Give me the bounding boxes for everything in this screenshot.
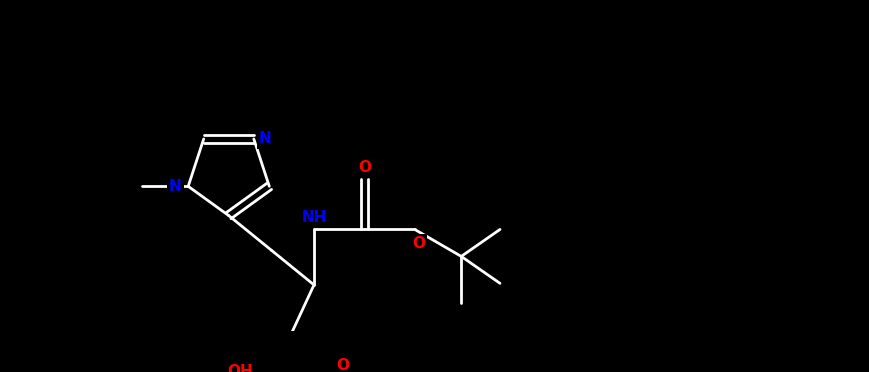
Text: NH: NH [302, 211, 327, 225]
Text: OH: OH [228, 363, 253, 372]
Text: N: N [169, 179, 182, 194]
Text: O: O [412, 236, 425, 251]
Text: N: N [259, 131, 272, 147]
Text: O: O [358, 160, 371, 175]
Text: O: O [336, 358, 349, 372]
